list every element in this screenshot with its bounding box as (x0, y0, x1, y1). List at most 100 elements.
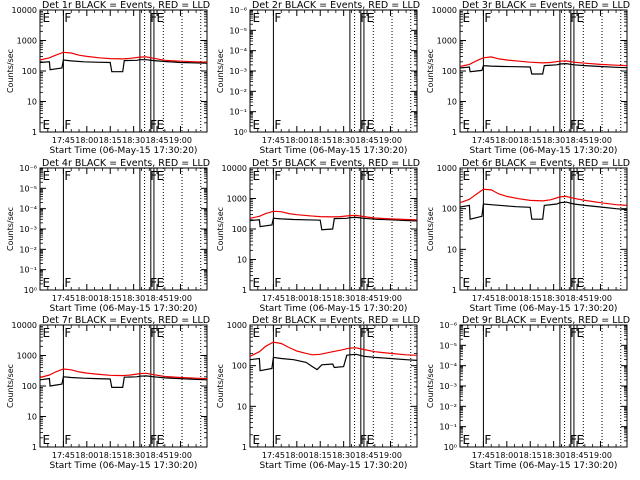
x-tick-label: 17:45 (52, 451, 75, 460)
x-tick-label: 18:00 (495, 136, 518, 145)
y-axis-label: Counts/sec (426, 207, 435, 251)
y-tick-label: 1 (242, 286, 247, 295)
flag-label-top: F (570, 11, 577, 25)
plot-frame (459, 167, 628, 291)
panel-6: Det 6r BLACK = Events, RED = LLD 1 10 100 10… (426, 158, 630, 314)
flag-label-top: F (360, 326, 367, 340)
x-axis-label: Start Time (06-May-15 17:30:20) (470, 304, 618, 314)
flag-label-top: F (274, 326, 281, 340)
flag-label-bottom: E (253, 433, 261, 447)
flag-label-top: F (360, 169, 367, 183)
flag-label-bottom: E (463, 276, 471, 290)
x-axis-label: Start Time (06-May-15 17:30:20) (50, 304, 198, 314)
panel-8: Det 8r BLACK = Events, RED = LLD 1 10 100 10… (216, 315, 420, 471)
x-tick-label: 18:30 (122, 451, 145, 460)
panel-title: Det 4r BLACK = Events, RED = LLD (42, 158, 210, 169)
x-tick-label: 17:45 (472, 294, 495, 303)
y-tick-label: 1000 (227, 195, 247, 204)
panel-2: Det 2r BLACK = Events, RED = LLD 10⁰ 10⁻¹ 1… (216, 0, 420, 156)
y-tick-label: 10⁻² (439, 402, 457, 411)
y-tick-label: 1 (452, 128, 457, 137)
x-tick-label: 18:45 (356, 451, 379, 460)
y-tick-label: 1 (32, 128, 37, 137)
flag-label-top: E (43, 169, 51, 183)
flag-label-top: F (150, 169, 157, 183)
panel-3: Det 3r BLACK = Events, RED = LLD 1 10 100 10… (426, 0, 630, 156)
flag-label-top: F (484, 11, 491, 25)
x-axis-label: Start Time (06-May-15 17:30:20) (50, 146, 198, 156)
flag-label-top: E (576, 11, 584, 25)
series-lld-red (249, 341, 418, 357)
x-tick-label: 18:30 (542, 451, 565, 460)
x-tick-label: 18:30 (332, 294, 355, 303)
flag-label-bottom: F (484, 276, 491, 290)
flag-label-bottom: F (150, 118, 157, 132)
y-tick-label: 10⁻⁶ (229, 6, 247, 15)
y-tick-label: 10⁻³ (19, 225, 37, 234)
flag-label-bottom: E (156, 118, 164, 132)
x-tick-label: 17:45 (52, 294, 75, 303)
y-tick-label: 1000 (17, 352, 37, 361)
flag-label-bottom: F (360, 118, 367, 132)
flag-label-bottom: F (150, 276, 157, 290)
y-tick-label: 10⁻⁵ (19, 184, 37, 193)
flag-label-bottom: E (43, 433, 51, 447)
x-tick-label: 18:15 (309, 294, 332, 303)
panel-title: Det 5r BLACK = Events, RED = LLD (252, 158, 420, 169)
y-tick-label: 1 (242, 443, 247, 452)
y-axis-label: Counts/sec (426, 49, 435, 93)
y-tick-label: 10 (447, 98, 457, 107)
y-tick-label: 10⁰ (24, 286, 37, 295)
y-tick-label: 100 (22, 382, 37, 391)
flag-label-top: F (274, 169, 281, 183)
flag-label-top: E (156, 326, 164, 340)
flag-label-bottom: F (360, 276, 367, 290)
flag-label-top: F (150, 326, 157, 340)
series-lld-red (39, 51, 208, 63)
flag-label-top: E (253, 169, 261, 183)
y-tick-label: 1000 (437, 164, 457, 173)
x-tick-label: 18:00 (285, 451, 308, 460)
series-lld-red (249, 210, 418, 221)
x-tick-label: 17:45 (262, 451, 285, 460)
flag-label-bottom: E (156, 433, 164, 447)
series-events-black (459, 62, 628, 75)
y-tick-label: 10000 (222, 164, 247, 173)
x-tick-label: 19:00 (169, 136, 192, 145)
x-tick-label: 18:15 (99, 136, 122, 145)
x-tick-label: 18:15 (309, 451, 332, 460)
x-tick-label: 17:45 (472, 451, 495, 460)
y-tick-label: 10⁻² (229, 87, 247, 96)
flag-label-top: F (64, 169, 71, 183)
y-tick-label: 10⁻⁴ (229, 47, 247, 56)
flag-label-bottom: F (570, 433, 577, 447)
plot-frame (249, 324, 418, 448)
series-lld-red (39, 368, 208, 380)
y-tick-label: 100 (232, 362, 247, 371)
flag-label-top: F (570, 169, 577, 183)
x-tick-label: 19:00 (379, 294, 402, 303)
x-tick-label: 17:45 (52, 136, 75, 145)
y-tick-label: 10⁻¹ (439, 423, 457, 432)
y-tick-label: 100 (442, 67, 457, 76)
y-axis-label: Counts/sec (6, 49, 15, 93)
y-tick-label: 10⁻⁶ (19, 164, 37, 173)
y-tick-label: 10⁻³ (439, 382, 457, 391)
x-axis-label: Start Time (06-May-15 17:30:20) (260, 146, 408, 156)
x-tick-label: 18:30 (122, 136, 145, 145)
flag-label-bottom: F (64, 433, 71, 447)
y-tick-label: 1 (32, 443, 37, 452)
x-tick-label: 19:00 (589, 136, 612, 145)
flag-label-bottom: E (366, 118, 374, 132)
flag-label-bottom: E (253, 118, 261, 132)
flag-label-top: E (253, 326, 261, 340)
series-lld-red (459, 188, 628, 206)
flag-label-bottom: E (43, 276, 51, 290)
x-tick-label: 19:00 (379, 451, 402, 460)
panel-title: Det 3r BLACK = Events, RED = LLD (462, 0, 630, 11)
x-axis-label: Start Time (06-May-15 17:30:20) (260, 304, 408, 314)
series-events-black (249, 353, 418, 372)
flag-label-top: E (156, 11, 164, 25)
series-lld-red (459, 56, 628, 68)
y-tick-label: 100 (22, 67, 37, 76)
